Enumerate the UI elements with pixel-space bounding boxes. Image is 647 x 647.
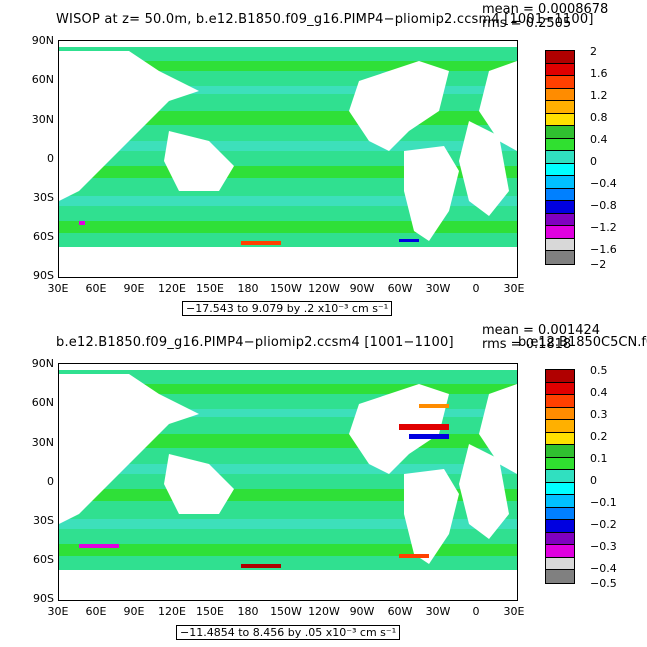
- lon-label: 150E: [196, 282, 224, 295]
- legend-label: −1.2: [590, 221, 617, 234]
- lon-label: 150W: [270, 605, 302, 618]
- lon-label: 60E: [85, 605, 107, 618]
- lat-label: 30S: [33, 514, 54, 527]
- legend-label: −0.8: [590, 199, 617, 212]
- lon-label: 60W: [387, 605, 413, 618]
- lon-label: 150W: [270, 282, 302, 295]
- panel-bottom: b.e12.B1850.f09_g16.PIMP4−pliomip2.ccsm4…: [0, 323, 647, 647]
- lat-label: 90N: [31, 357, 54, 370]
- lon-label: 120W: [308, 605, 340, 618]
- lat-label: 90S: [33, 592, 54, 605]
- lat-label: 90S: [33, 269, 54, 282]
- lon-label: 90E: [123, 605, 145, 618]
- lat-label: 60S: [33, 553, 54, 566]
- lon-label: 180: [237, 282, 259, 295]
- lat-label: 30S: [33, 191, 54, 204]
- legend-label: −0.3: [590, 540, 617, 553]
- map-plot: [59, 41, 517, 277]
- color-legend: [545, 50, 575, 265]
- lon-label: 30E: [47, 605, 69, 618]
- map-plot: [59, 364, 517, 600]
- lon-label: 120W: [308, 282, 340, 295]
- legend-label: 0.2: [590, 430, 608, 443]
- lat-label: 0: [47, 152, 54, 165]
- map-frame: [58, 40, 518, 278]
- map-frame: [58, 363, 518, 601]
- lat-label: 30N: [31, 113, 54, 126]
- legend-label: 1.2: [590, 89, 608, 102]
- color-legend: [545, 369, 575, 584]
- legend-label: 0: [590, 155, 597, 168]
- lat-label: 90N: [31, 34, 54, 47]
- legend-label: 0: [590, 474, 597, 487]
- lat-label: 30N: [31, 436, 54, 449]
- panel-title: b.e12.B1850.f09_g16.PIMP4−pliomip2.ccsm4…: [56, 335, 454, 350]
- lat-label: 0: [47, 475, 54, 488]
- lon-label: 0: [472, 605, 480, 618]
- legend-label: 1.6: [590, 67, 608, 80]
- panel-top: WISOP at z= 50.0m, b.e12.B1850.f09_g16.P…: [0, 0, 647, 323]
- lon-label: 120E: [158, 282, 186, 295]
- legend-label: −0.2: [590, 518, 617, 531]
- legend-label: 0.8: [590, 111, 608, 124]
- legend-label: 0.4: [590, 386, 608, 399]
- legend-label: −0.1: [590, 496, 617, 509]
- legend-label: 0.5: [590, 364, 608, 377]
- lon-label: 0: [472, 282, 480, 295]
- legend-label: 0.4: [590, 133, 608, 146]
- legend-label: −0.4: [590, 562, 617, 575]
- legend-label: −0.5: [590, 577, 617, 590]
- lon-label: 30E: [503, 282, 525, 295]
- mean-value: mean = 0.0008678: [482, 2, 609, 17]
- lon-label: 150E: [196, 605, 224, 618]
- lat-label: 60S: [33, 230, 54, 243]
- legend-label: 0.1: [590, 452, 608, 465]
- lon-label: 30E: [47, 282, 69, 295]
- legend-label: −2: [590, 258, 607, 271]
- panel-title: WISOP at z= 50.0m, b.e12.B1850.f09_g16.P…: [56, 12, 594, 27]
- lon-label: 60E: [85, 282, 107, 295]
- lon-label: 60W: [387, 282, 413, 295]
- mean-value: mean = 0.001424: [482, 323, 601, 338]
- lat-label: 60N: [31, 396, 54, 409]
- lon-label: 30W: [425, 605, 451, 618]
- lon-label: 30W: [425, 282, 451, 295]
- lon-label: 90W: [349, 282, 375, 295]
- contour-range: −17.543 to 9.079 by .2 x10⁻³ cm s⁻¹: [182, 301, 393, 316]
- lon-label: 120E: [158, 605, 186, 618]
- lon-label: 90W: [349, 605, 375, 618]
- contour-range: −11.4854 to 8.456 by .05 x10⁻³ cm s⁻¹: [176, 625, 401, 640]
- lat-label: 60N: [31, 73, 54, 86]
- rms-value: rms = 0.1818: [482, 337, 572, 352]
- legend-label: 0.3: [590, 408, 608, 421]
- lon-label: 180: [237, 605, 259, 618]
- rms-value: rms = 0.2505: [482, 16, 572, 31]
- legend-label: 2: [590, 45, 597, 58]
- lon-label: 90E: [123, 282, 145, 295]
- legend-label: −0.4: [590, 177, 617, 190]
- legend-label: −1.6: [590, 243, 617, 256]
- lon-label: 30E: [503, 605, 525, 618]
- panel-title-secondary: b.e12.B1850C5CN.f0: [518, 335, 647, 350]
